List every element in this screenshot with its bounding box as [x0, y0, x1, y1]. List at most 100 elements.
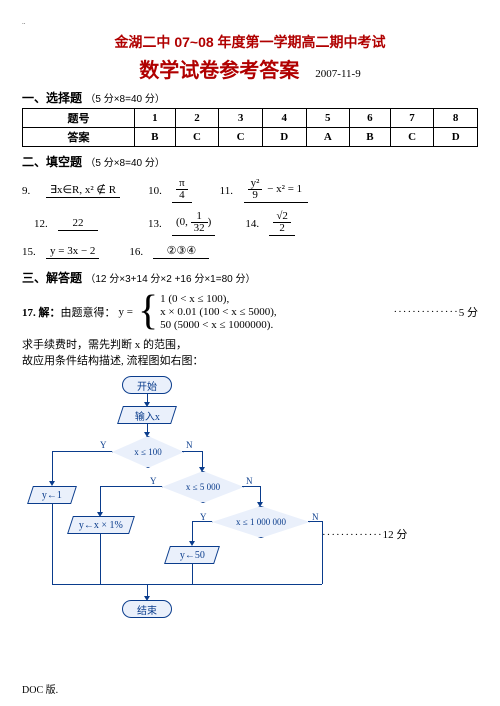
th: 题号	[23, 109, 135, 128]
flow-d1: x ≤ 100	[112, 436, 184, 468]
arrow	[52, 451, 53, 483]
td: C	[390, 128, 434, 147]
a2-text: y←x × 1%	[79, 520, 123, 531]
fill-row-2: 12. 22 13. (0, 132) 14. √22	[22, 211, 478, 236]
th: 8	[434, 109, 478, 128]
q17-line: 17. 解： 由题意得： y = { 1 (0 < x ≤ 100), x × …	[22, 292, 478, 332]
sec2-note: （5 分×8=40 分）	[85, 158, 164, 169]
arrow	[52, 451, 112, 452]
td: C	[175, 128, 219, 147]
footer-text: DOC 版.	[22, 681, 58, 696]
brace-icon: {	[138, 293, 158, 331]
th: 1	[135, 109, 176, 128]
lbl-y2: Y	[150, 476, 157, 486]
td: A	[306, 128, 350, 147]
q17-text2: 故应用条件结构描述, 流程图如右图：	[22, 352, 478, 368]
td: 答案	[23, 128, 135, 147]
q11-n: 11.	[220, 185, 244, 197]
flow-d3: x ≤ 1 000 000	[212, 506, 310, 538]
a1-text: y←1	[42, 490, 62, 501]
arrow	[192, 584, 322, 585]
q14-bot: 2	[273, 223, 291, 234]
arrow	[100, 486, 101, 514]
flow-a1: y←1	[27, 486, 77, 504]
td: D	[262, 128, 306, 147]
q9-n: 9.	[22, 185, 46, 197]
q14-ans: √22	[269, 211, 295, 236]
fill-row-1: 9. ∃x∈R, x² ∉ R 10. π4 11. y²9 − x² = 1	[22, 178, 478, 203]
q17-context: 由题意得：	[61, 304, 116, 320]
exam-date: 2007-11-9	[315, 68, 360, 80]
case2: x × 0.01 (100 < x ≤ 5000),	[160, 306, 277, 318]
d2-text: x ≤ 5 000	[186, 482, 220, 492]
sec1-note: （5 分×8=40 分）	[85, 94, 164, 105]
section2-heading: 二、填空题 （5 分×8=40 分）	[22, 153, 478, 170]
mark-12: 12 分	[383, 529, 408, 541]
case1: 1 (0 < x ≤ 100),	[160, 293, 277, 305]
q11-rest: − x² = 1	[267, 183, 302, 195]
flow-d2: x ≤ 5 000	[162, 471, 244, 503]
th: 5	[306, 109, 350, 128]
q16-ans: ②③④	[153, 244, 209, 259]
th: 4	[262, 109, 306, 128]
lbl-n1: N	[186, 440, 193, 450]
q13-pre: (0,	[176, 216, 191, 228]
q14-n: 14.	[245, 218, 269, 230]
q13-suf: )	[208, 216, 212, 228]
answer-table: 题号 1 2 3 4 5 6 7 8 答案 B C C D A B C D	[22, 108, 478, 147]
table-row: 题号 1 2 3 4 5 6 7 8	[23, 109, 478, 128]
fill-row-3: 15. y = 3x − 2 16. ②③④	[22, 244, 478, 259]
q9-ans: ∃x∈R, x² ∉ R	[46, 183, 120, 198]
d3-text: x ≤ 1 000 000	[236, 517, 286, 527]
q17-lead: 17. 解：	[22, 304, 61, 320]
td: B	[350, 128, 391, 147]
sec3-note: （12 分×3+14 分×2 +16 分×1=80 分）	[85, 274, 255, 285]
arrow	[192, 521, 193, 543]
q12-n: 12.	[34, 218, 58, 230]
td: D	[434, 128, 478, 147]
dots-icon: ·············	[322, 529, 383, 541]
title-line2: 数学试卷参考答案	[139, 54, 299, 83]
q15-n: 15.	[22, 246, 46, 258]
lbl-y1: Y	[100, 440, 107, 450]
th: 7	[390, 109, 434, 128]
arrow	[308, 521, 322, 522]
q13-bot: 32	[191, 223, 208, 234]
q10-bot: 4	[176, 190, 188, 201]
q15-ans: y = 3x − 2	[46, 245, 99, 259]
q11-bot: 9	[248, 190, 263, 201]
d1-text: x ≤ 100	[134, 447, 161, 457]
arrow	[192, 564, 193, 584]
q16-n: 16.	[129, 246, 153, 258]
arrow	[100, 486, 162, 487]
arrow	[100, 534, 101, 584]
th: 6	[350, 109, 391, 128]
flow-input-text: 输入x	[135, 408, 160, 423]
th: 2	[175, 109, 219, 128]
arrowhead-icon	[257, 502, 263, 507]
arrow	[52, 504, 53, 584]
flow-end: 结束	[122, 600, 172, 618]
sec2-title: 二、填空题	[22, 155, 82, 169]
flow-a3: y←50	[164, 546, 220, 564]
arrow	[192, 521, 212, 522]
arrow	[52, 584, 192, 585]
td: B	[135, 128, 176, 147]
mark12-row: ·············12 分	[322, 526, 407, 542]
section1-heading: 一、选择题 （5 分×8=40 分）	[22, 89, 478, 106]
flow-start: 开始	[122, 376, 172, 394]
arrow	[182, 451, 202, 452]
flow-input: 输入x	[117, 406, 177, 424]
q12-ans: 22	[58, 217, 98, 231]
q13-n: 13.	[148, 218, 172, 230]
title-row: 数学试卷参考答案 2007-11-9	[22, 54, 478, 83]
arrowhead-icon	[144, 432, 150, 437]
a3-text: y←50	[180, 550, 205, 561]
sec3-title: 三、解答题	[22, 271, 82, 285]
q11-ans: y²9 − x² = 1	[244, 178, 309, 203]
th: 3	[219, 109, 263, 128]
dots-icon: ··············	[393, 306, 458, 318]
td: C	[219, 128, 263, 147]
q10-ans: π4	[172, 178, 192, 203]
header-dots: ..	[22, 18, 478, 26]
